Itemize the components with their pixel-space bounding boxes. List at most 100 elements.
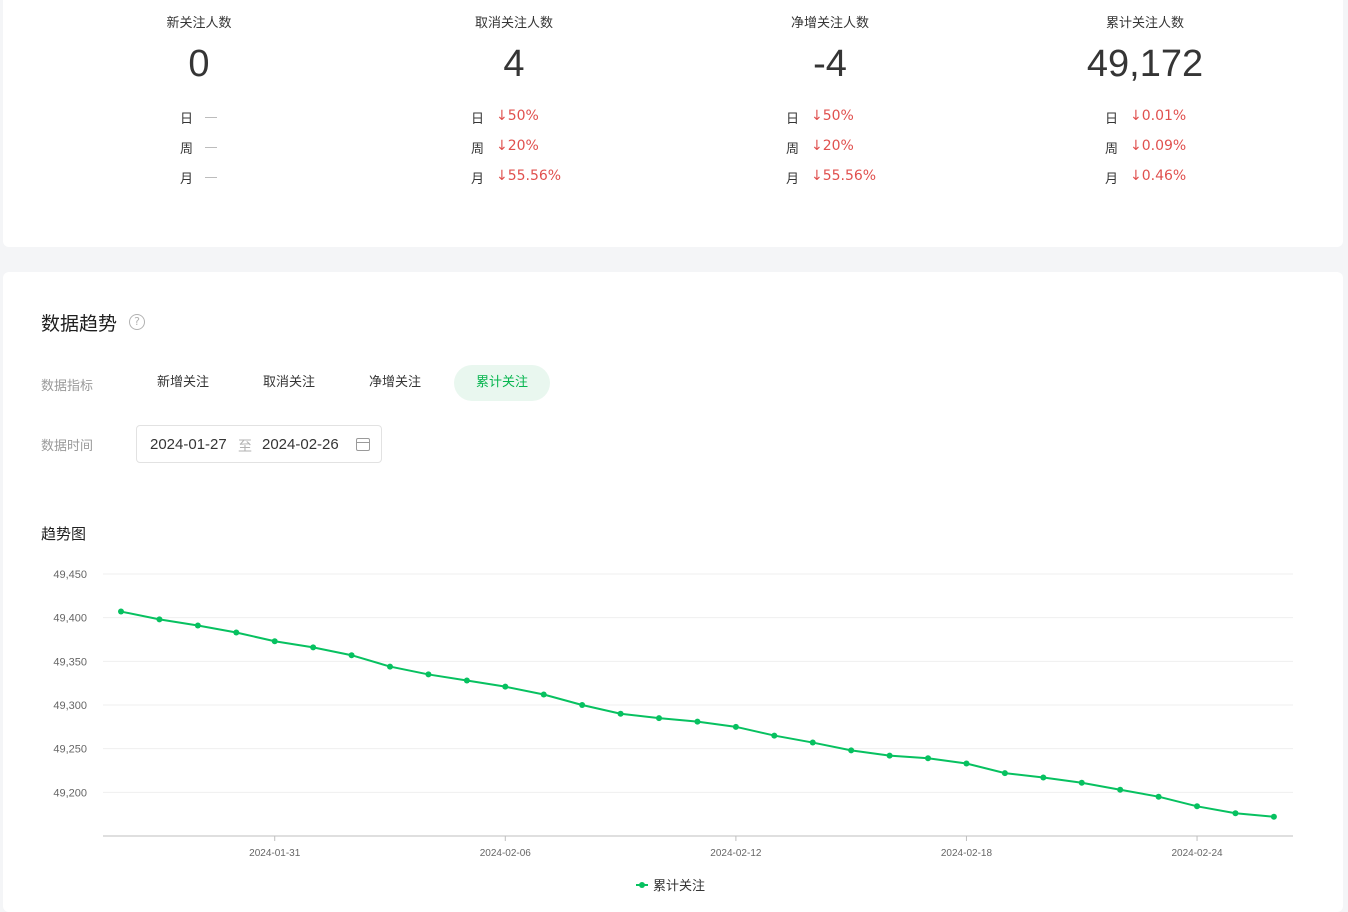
- compare-day: 日 ↓50%: [680, 108, 980, 128]
- y-tick-label: 49,200: [53, 787, 87, 799]
- compare-day: 日 ↓50%: [364, 108, 664, 128]
- compare-label: 日: [1105, 112, 1119, 127]
- data-point: [194, 622, 201, 629]
- data-point: [233, 629, 240, 636]
- legend-label: 累计关注: [653, 879, 705, 894]
- section-title: 数据趋势: [41, 313, 118, 335]
- compare-label: 周: [180, 142, 194, 157]
- x-tick-label: 2024-02-12: [710, 848, 762, 859]
- compare-label: 月: [1105, 172, 1119, 187]
- trend-chart: 49,200 49,250 49,300 49,350 49,400 49,450 2024…: [53, 569, 1293, 894]
- compare-value: ↓0.01%: [1130, 108, 1187, 124]
- data-point: [540, 691, 547, 698]
- data-point: [771, 732, 778, 739]
- data-point: [694, 718, 701, 725]
- compare-week: 周 ↓20%: [364, 138, 664, 158]
- data-point: [1078, 779, 1085, 786]
- data-point: [118, 608, 124, 615]
- data-point: [925, 755, 932, 762]
- compare-week: 周 ↓0.09%: [995, 138, 1295, 158]
- legend-swatch-dot: [639, 882, 645, 888]
- metric-label: 数据指标: [41, 379, 94, 394]
- x-tick-label: 2024-02-18: [941, 848, 993, 859]
- x-tick-label: 2024-01-31: [249, 848, 301, 859]
- compare-label: 周: [1105, 142, 1119, 157]
- data-point: [1155, 793, 1162, 800]
- compare-value: ↓20%: [811, 138, 854, 154]
- compare-week: 周: [49, 138, 349, 158]
- x-tick-label: 2024-02-24: [1171, 848, 1223, 859]
- stat-title: 净增关注人数: [790, 16, 869, 31]
- data-point: [579, 702, 586, 708]
- compare-day: 日 ↓0.01%: [995, 108, 1295, 128]
- date-end-input[interactable]: 2024-02-26: [262, 436, 339, 453]
- y-tick-label: 49,450: [53, 569, 87, 581]
- stat-value: 0: [188, 43, 210, 85]
- y-tick-label: 49,300: [53, 700, 87, 712]
- data-point: [271, 638, 278, 645]
- tab-new-follows[interactable]: 新增关注: [156, 375, 209, 390]
- y-tick-label: 49,250: [53, 744, 87, 756]
- compare-label: 日: [471, 112, 485, 127]
- stat-title: 取消关注人数: [474, 16, 553, 31]
- compare-month: 月: [49, 168, 349, 188]
- data-point: [425, 671, 432, 678]
- compare-label: 日: [786, 112, 800, 127]
- time-label: 数据时间: [41, 439, 94, 454]
- compare-month: 月 ↓55.56%: [364, 168, 664, 188]
- data-point: [156, 616, 163, 623]
- data-point: [387, 663, 394, 670]
- tab-unfollows[interactable]: 取消关注: [262, 375, 315, 390]
- compare-value: ↓0.46%: [1130, 168, 1187, 184]
- compare-value: ↓50%: [496, 108, 539, 124]
- data-point: [1232, 810, 1239, 817]
- compare-value: ↓55.56%: [496, 168, 562, 184]
- stat-value: 49,172: [1086, 43, 1204, 85]
- data-point: [348, 652, 355, 659]
- y-tick-label: 49,350: [53, 656, 87, 668]
- help-icon[interactable]: ?: [129, 314, 145, 330]
- chart-title: 趋势图: [41, 525, 87, 543]
- date-range-picker[interactable]: 2024-01-27 至 2024-02-26: [136, 425, 382, 463]
- compare-label: 周: [786, 142, 800, 157]
- data-point: [1194, 803, 1201, 810]
- data-point: [656, 715, 663, 722]
- data-point: [886, 752, 893, 759]
- stat-title: 新关注人数: [166, 16, 232, 31]
- stat-value: 4: [503, 43, 525, 85]
- data-point: [848, 747, 855, 754]
- overview-card: 新关注人数 0 日 周 月 取消关注人数 4 日 ↓50% 周 ↓20% 月 ↓…: [3, 0, 1343, 247]
- data-point: [1270, 813, 1277, 820]
- data-point: [1040, 774, 1047, 781]
- stat-value: -4: [813, 43, 847, 85]
- compare-label: 周: [471, 142, 485, 157]
- tab-total-follows[interactable]: 累计关注: [454, 365, 550, 401]
- compare-label: 月: [786, 172, 800, 187]
- empty-dash: [205, 177, 217, 178]
- calendar-icon[interactable]: [356, 438, 370, 451]
- y-tick-label: 49,400: [53, 613, 87, 625]
- data-point: [502, 683, 509, 690]
- compare-label: 月: [180, 172, 194, 187]
- data-point: [310, 644, 317, 651]
- data-point: [963, 760, 970, 767]
- empty-dash: [205, 147, 217, 148]
- data-point: [1117, 786, 1124, 793]
- x-tick-label: 2024-02-06: [480, 848, 532, 859]
- compare-label: 月: [471, 172, 485, 187]
- compare-value: ↓55.56%: [811, 168, 877, 184]
- series-line: [120, 610, 1274, 818]
- data-point: [617, 710, 624, 717]
- date-start-input[interactable]: 2024-01-27: [150, 436, 227, 453]
- compare-week: 周 ↓20%: [680, 138, 980, 158]
- data-point: [1001, 770, 1008, 777]
- compare-value: ↓50%: [811, 108, 854, 124]
- compare-day: 日: [49, 108, 349, 128]
- data-point: [463, 677, 470, 684]
- compare-month: 月 ↓55.56%: [680, 168, 980, 188]
- data-point: [732, 723, 739, 730]
- compare-value: ↓0.09%: [1130, 138, 1187, 154]
- compare-label: 日: [180, 112, 194, 127]
- date-separator: 至: [238, 439, 252, 455]
- tab-net-follows[interactable]: 净增关注: [368, 375, 421, 390]
